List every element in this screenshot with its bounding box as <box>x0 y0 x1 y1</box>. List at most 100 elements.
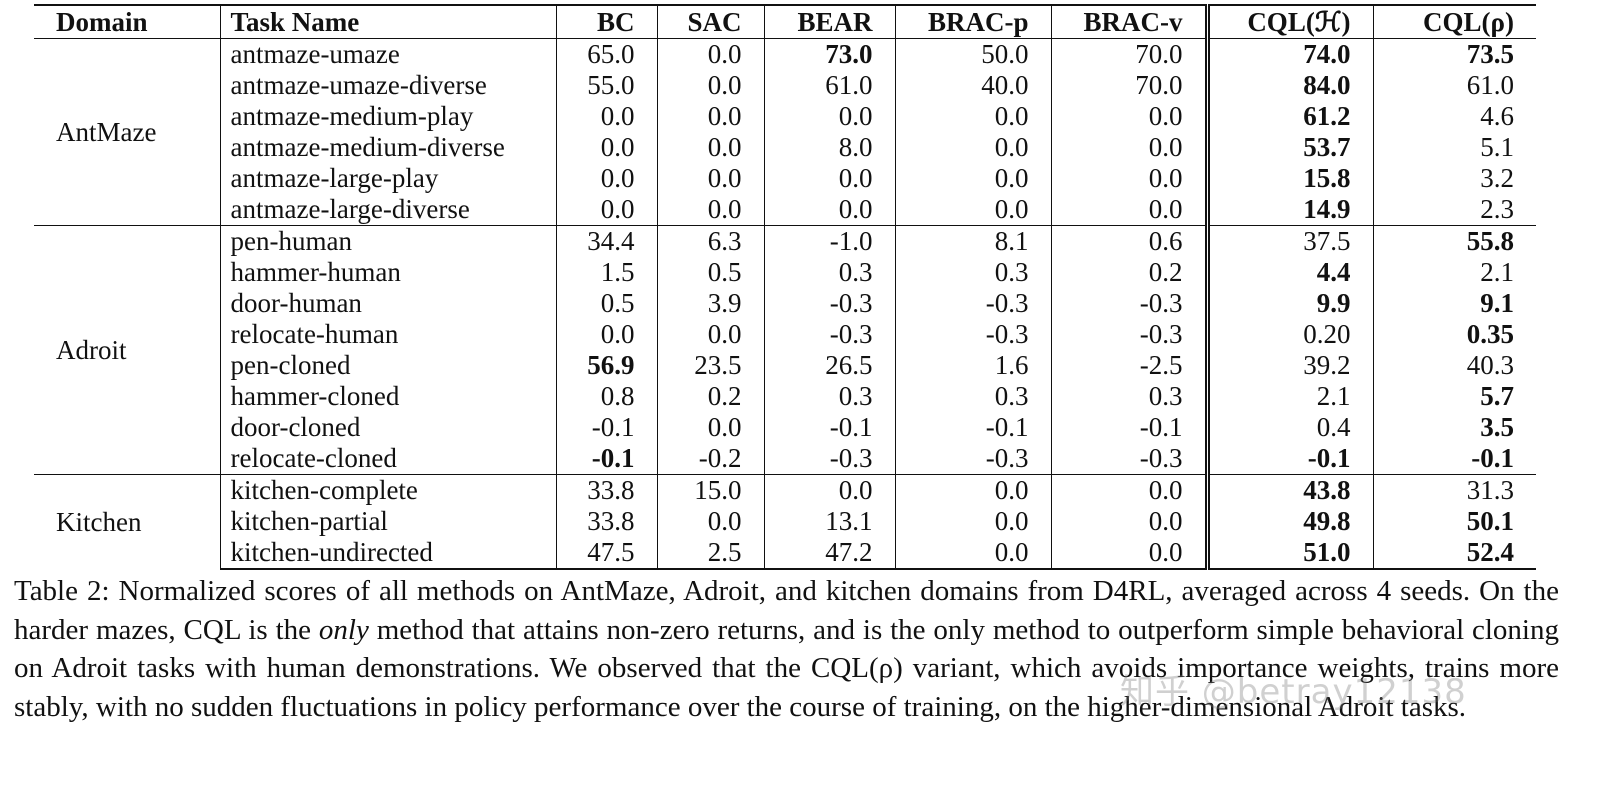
task-name-cell: antmaze-large-diverse <box>219 194 556 226</box>
score-cell: -0.1 <box>1372 443 1536 475</box>
table-caption: Table 2: Normalized scores of all method… <box>14 572 1559 726</box>
score-cell: 61.0 <box>1372 70 1536 101</box>
score-cell: 5.7 <box>1372 381 1536 412</box>
header-bc: BC <box>555 4 657 39</box>
task-name-cell: antmaze-umaze-diverse <box>219 70 556 101</box>
header-domain: Domain <box>34 4 220 39</box>
score-cell: 61.0 <box>763 70 895 101</box>
score-cell: -0.1 <box>763 412 895 443</box>
score-cell: 14.9 <box>1204 194 1373 226</box>
score-cell: 0.4 <box>1204 412 1373 443</box>
score-cell: 39.2 <box>1204 350 1373 381</box>
score-cell: 0.0 <box>555 101 657 132</box>
score-cell: -0.3 <box>1050 319 1207 350</box>
task-name-cell: pen-cloned <box>219 350 556 381</box>
score-cell: -0.1 <box>555 412 657 443</box>
score-cell: 84.0 <box>1204 70 1373 101</box>
task-name-cell: relocate-cloned <box>219 443 556 475</box>
score-cell: 6.3 <box>656 225 764 257</box>
table-row: door-human 0.5 3.9 -0.3 -0.3 -0.3 9.9 9.1 <box>34 288 1536 319</box>
table-row: hammer-human 1.5 0.5 0.3 0.3 0.2 4.4 2.1 <box>34 257 1536 288</box>
score-cell: 0.0 <box>1050 506 1207 537</box>
results-table-container: Domain Task Name BC SAC BEAR BRAC-p BRAC… <box>34 4 1536 570</box>
header-row: Domain Task Name BC SAC BEAR BRAC-p BRAC… <box>34 4 1536 39</box>
header-cql-rho: CQL(ρ) <box>1372 4 1536 39</box>
score-cell: 50.0 <box>894 38 1051 70</box>
score-cell: 0.0 <box>894 537 1051 570</box>
task-name-cell: door-cloned <box>219 412 556 443</box>
score-cell: 56.9 <box>555 350 657 381</box>
score-cell: 74.0 <box>1204 38 1373 70</box>
score-cell: 0.0 <box>656 412 764 443</box>
score-cell: 0.0 <box>555 319 657 350</box>
table-row: pen-cloned 56.9 23.5 26.5 1.6 -2.5 39.2 40.3 <box>34 350 1536 381</box>
header-brac-v: BRAC-v <box>1050 4 1207 39</box>
score-cell: 0.0 <box>1050 101 1207 132</box>
task-name-cell: hammer-human <box>219 257 556 288</box>
header-bear: BEAR <box>763 4 895 39</box>
score-cell: -0.3 <box>894 443 1051 475</box>
score-cell: 0.3 <box>763 381 895 412</box>
score-cell: 0.3 <box>763 257 895 288</box>
score-cell: 31.3 <box>1372 474 1536 506</box>
header-brac-p: BRAC-p <box>894 4 1051 39</box>
score-cell: 2.1 <box>1372 257 1536 288</box>
table-row: Kitchen kitchen-complete 33.8 15.0 0.0 0.0 0.0… <box>34 474 1536 569</box>
score-cell: 13.1 <box>763 506 895 537</box>
score-cell: 0.8 <box>555 381 657 412</box>
header-sac: SAC <box>656 4 764 39</box>
score-cell: 47.5 <box>555 537 657 570</box>
score-cell: 0.2 <box>656 381 764 412</box>
task-name-cell: kitchen-complete <box>219 474 556 506</box>
score-cell: 1.5 <box>555 257 657 288</box>
score-cell: 8.1 <box>894 225 1051 257</box>
score-cell: 0.2 <box>1050 257 1207 288</box>
score-cell: 0.0 <box>763 194 895 226</box>
score-cell: 49.8 <box>1204 506 1373 537</box>
score-cell: 15.0 <box>656 474 764 506</box>
score-cell: 51.0 <box>1204 537 1373 570</box>
score-cell: 0.3 <box>1050 381 1207 412</box>
header-cql-h: CQL(ℋ) <box>1204 4 1373 39</box>
score-cell: -0.3 <box>894 288 1051 319</box>
score-cell: -2.5 <box>1050 350 1207 381</box>
table-row: antmaze-medium-play 0.0 0.0 0.0 0.0 0.0 61.2 4.… <box>34 101 1536 132</box>
score-cell: 50.1 <box>1372 506 1536 537</box>
score-cell: 37.5 <box>1204 225 1373 257</box>
score-cell: -0.3 <box>1050 443 1207 475</box>
score-cell: 70.0 <box>1050 38 1207 70</box>
score-cell: -0.1 <box>1050 412 1207 443</box>
table-row: antmaze-large-diverse 0.0 0.0 0.0 0.0 0.0 14.9… <box>34 194 1536 226</box>
score-cell: 9.9 <box>1204 288 1373 319</box>
score-cell: 3.2 <box>1372 163 1536 194</box>
score-cell: 33.8 <box>555 474 657 506</box>
score-cell: 40.0 <box>894 70 1051 101</box>
domain-cell: Adroit <box>34 225 220 475</box>
domain-cell: Kitchen <box>34 474 220 569</box>
score-cell: 0.0 <box>1050 474 1207 506</box>
score-cell: 0.0 <box>656 194 764 226</box>
score-cell: 0.0 <box>894 506 1051 537</box>
score-cell: 0.0 <box>894 474 1051 506</box>
table-row: relocate-cloned -0.1 -0.2 -0.3 -0.3 -0.3 -0.1-… <box>34 443 1536 475</box>
score-cell: -0.3 <box>894 319 1051 350</box>
score-cell: 53.7 <box>1204 132 1373 163</box>
score-cell: 0.0 <box>656 70 764 101</box>
task-name-cell: relocate-human <box>219 319 556 350</box>
domain-cell: AntMaze <box>34 38 220 226</box>
score-cell: 0.0 <box>656 132 764 163</box>
score-cell: 0.0 <box>763 101 895 132</box>
score-cell: 2.5 <box>656 537 764 570</box>
score-cell: -0.1 <box>555 443 657 475</box>
table-row: antmaze-medium-diverse 0.0 0.0 8.0 0.0 0.0 53.… <box>34 132 1536 163</box>
score-cell: 47.2 <box>763 537 895 570</box>
score-cell: 2.1 <box>1204 381 1373 412</box>
task-name-cell: kitchen-undirected <box>219 537 556 570</box>
score-cell: 3.9 <box>656 288 764 319</box>
score-cell: -0.3 <box>1050 288 1207 319</box>
task-name-cell: antmaze-medium-play <box>219 101 556 132</box>
score-cell: 0.0 <box>894 101 1051 132</box>
score-cell: 4.6 <box>1372 101 1536 132</box>
score-cell: 0.0 <box>555 163 657 194</box>
score-cell: 55.0 <box>555 70 657 101</box>
